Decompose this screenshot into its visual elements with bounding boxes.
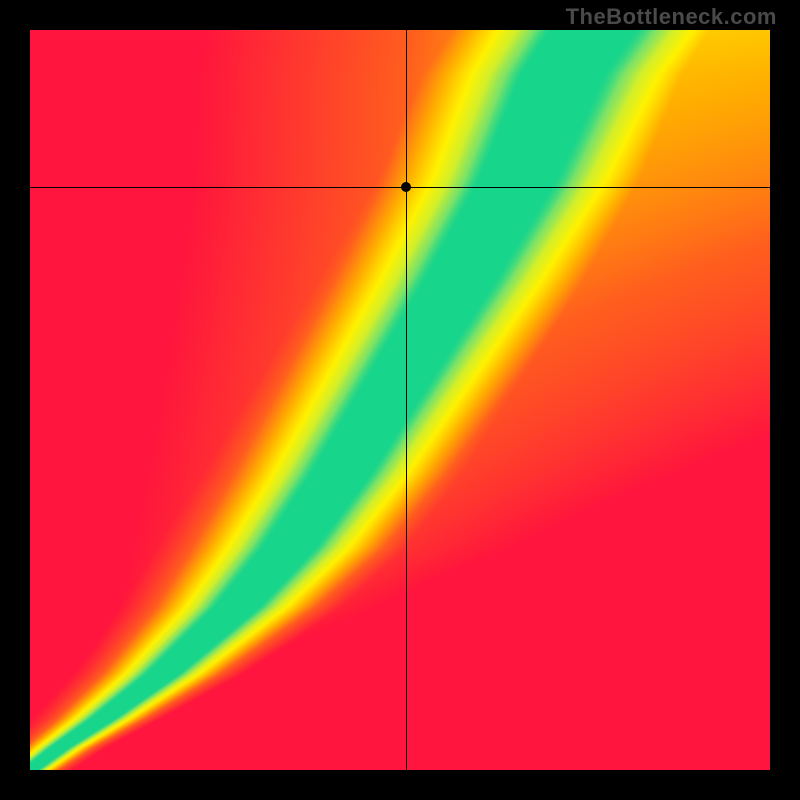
crosshair-marker: [401, 182, 411, 192]
outer-frame: TheBottleneck.com: [0, 0, 800, 800]
watermark-text: TheBottleneck.com: [566, 4, 777, 30]
heatmap-canvas: [30, 30, 770, 770]
crosshair-vertical: [406, 30, 407, 770]
heatmap-plot: [30, 30, 770, 770]
